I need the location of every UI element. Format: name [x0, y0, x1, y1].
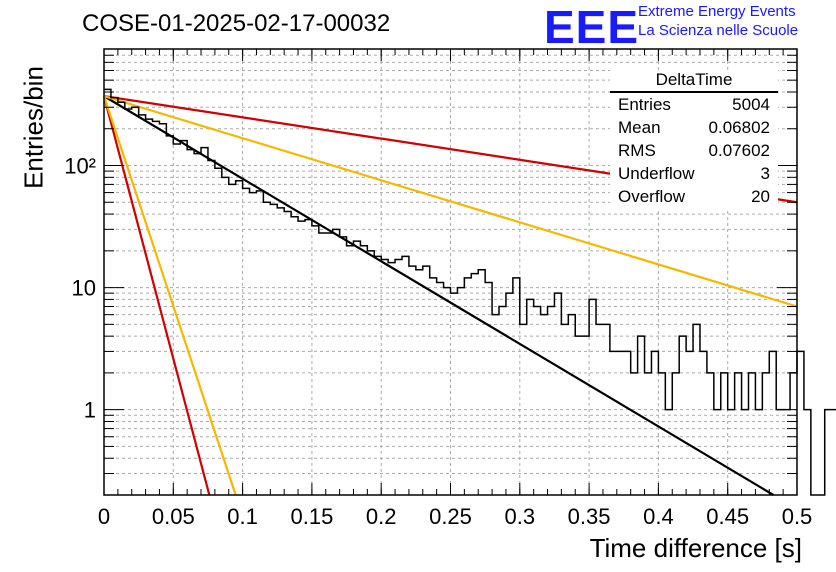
fit-line	[102, 95, 211, 496]
stats-label: Overflow	[618, 187, 686, 206]
x-tick-label: 0.1	[227, 504, 258, 529]
y-tick-label: 10	[72, 276, 96, 301]
x-tick-label: 0.25	[429, 504, 472, 529]
x-tick-label: 0.45	[706, 504, 749, 529]
y-tick-label: 10²	[64, 153, 96, 178]
stats-label: RMS	[618, 141, 656, 160]
eee-logo: EEE	[544, 1, 640, 53]
stats-label: Entries	[618, 95, 671, 114]
histogram	[104, 88, 836, 496]
logo-line-2: La Scienza nelle Scuole	[638, 22, 799, 39]
logo-line-1: Extreme Energy Events	[638, 3, 796, 20]
x-tick-label: 0.2	[366, 504, 397, 529]
stats-row: Mean 0.06802	[610, 116, 778, 139]
x-axis-label: Time difference [s]	[589, 533, 802, 563]
fit-line	[102, 95, 237, 496]
x-tick-label: 0	[98, 504, 110, 529]
x-tick-label: 0.5	[782, 504, 813, 529]
stats-box: DeltaTime Entries 5004 Mean 0.06802 RMS 0.0…	[610, 70, 778, 208]
stats-value: 5004	[732, 95, 770, 114]
stats-title: DeltaTime	[610, 70, 778, 93]
stats-label: Underflow	[618, 164, 695, 183]
stats-value: 3	[760, 164, 770, 183]
x-tick-label: 0.35	[568, 504, 611, 529]
tick-labels: 0 0.05 0.1 0.15 0.2 0.25 0.3 0.35 0.4 0.45 0.5 1 10 1…	[64, 153, 812, 529]
fit-line	[103, 95, 798, 308]
stats-label: Mean	[618, 118, 661, 137]
stats-value: 20	[751, 187, 770, 206]
x-tick-label: 0.3	[505, 504, 536, 529]
histogram-steps	[104, 88, 836, 496]
axis-ticks	[103, 48, 798, 496]
chart-title: COSE-01-2025-02-17-00032	[82, 10, 391, 37]
stats-row: Underflow 3	[610, 162, 778, 185]
stats-value: 0.07602	[708, 141, 770, 160]
y-axis-label: Entries/bin	[18, 66, 49, 189]
stats-row: RMS 0.07602	[610, 139, 778, 162]
x-tick-label: 0.05	[152, 504, 195, 529]
x-tick-label: 0.4	[643, 504, 674, 529]
stats-row: Overflow 20	[610, 185, 778, 208]
y-tick-label: 1	[84, 398, 96, 423]
stats-row: Entries 5004	[610, 93, 778, 116]
x-tick-label: 0.15	[290, 504, 333, 529]
stats-value: 0.06802	[708, 118, 770, 137]
